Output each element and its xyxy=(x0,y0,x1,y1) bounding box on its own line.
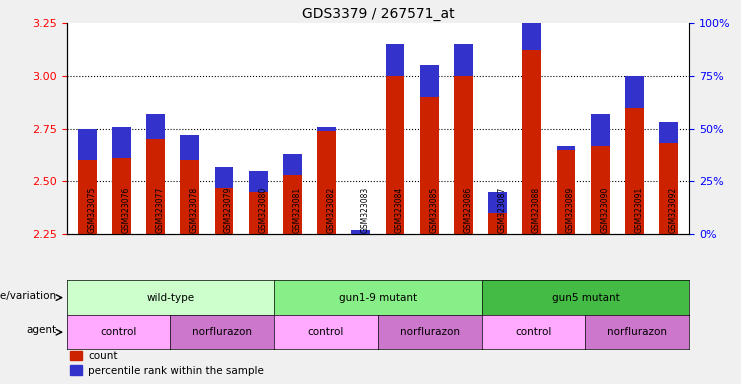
Bar xyxy=(146,139,165,234)
Text: GSM323089: GSM323089 xyxy=(566,187,575,233)
Bar xyxy=(522,19,541,51)
Bar xyxy=(283,175,302,234)
Bar xyxy=(659,143,678,234)
Bar xyxy=(351,230,370,234)
Bar xyxy=(215,167,233,188)
Bar xyxy=(146,114,165,139)
Text: GSM323088: GSM323088 xyxy=(532,187,541,233)
Bar xyxy=(180,161,199,234)
Text: norflurazon: norflurazon xyxy=(193,327,252,337)
Bar xyxy=(420,97,439,234)
Text: GSM323082: GSM323082 xyxy=(327,187,336,233)
Bar xyxy=(215,188,233,234)
Bar xyxy=(625,76,644,108)
Bar xyxy=(385,76,405,234)
Text: GSM323087: GSM323087 xyxy=(498,187,507,233)
Bar xyxy=(385,44,405,76)
Text: control: control xyxy=(515,327,552,337)
Text: percentile rank within the sample: percentile rank within the sample xyxy=(88,366,265,376)
Text: GSM323090: GSM323090 xyxy=(600,187,609,233)
Text: agent: agent xyxy=(27,325,56,336)
Text: GSM323091: GSM323091 xyxy=(634,187,643,233)
Text: GSM323079: GSM323079 xyxy=(224,187,233,233)
Text: GSM323076: GSM323076 xyxy=(122,187,130,233)
Text: gun1-9 mutant: gun1-9 mutant xyxy=(339,293,417,303)
Bar xyxy=(249,171,268,192)
Text: gun5 mutant: gun5 mutant xyxy=(551,293,619,303)
Bar xyxy=(591,114,610,146)
Text: control: control xyxy=(100,327,137,337)
Text: count: count xyxy=(88,351,118,361)
Bar xyxy=(591,146,610,234)
Text: norflurazon: norflurazon xyxy=(400,327,459,337)
Text: GSM323077: GSM323077 xyxy=(156,187,165,233)
Bar xyxy=(112,158,131,234)
Text: GSM323075: GSM323075 xyxy=(87,187,96,233)
Bar xyxy=(625,108,644,234)
Text: GSM323085: GSM323085 xyxy=(429,187,438,233)
Bar xyxy=(317,127,336,131)
Text: control: control xyxy=(308,327,345,337)
Bar xyxy=(249,192,268,234)
Text: genotype/variation: genotype/variation xyxy=(0,291,56,301)
Text: GSM323084: GSM323084 xyxy=(395,187,404,233)
Bar xyxy=(78,129,96,161)
Bar xyxy=(70,351,82,360)
Bar xyxy=(454,76,473,234)
Bar xyxy=(112,127,131,158)
Text: GSM323086: GSM323086 xyxy=(463,187,473,233)
Bar xyxy=(70,366,82,375)
Bar xyxy=(659,122,678,144)
Text: wild-type: wild-type xyxy=(147,293,194,303)
Bar xyxy=(283,154,302,175)
Bar xyxy=(180,135,199,161)
Bar xyxy=(488,192,507,213)
Bar xyxy=(420,65,439,97)
Text: GSM323081: GSM323081 xyxy=(293,187,302,233)
Text: GSM323078: GSM323078 xyxy=(190,187,199,233)
Text: GSM323083: GSM323083 xyxy=(361,187,370,233)
Bar xyxy=(454,44,473,76)
Bar xyxy=(556,146,576,150)
Text: GSM323080: GSM323080 xyxy=(258,187,268,233)
Bar xyxy=(317,131,336,234)
Bar xyxy=(78,161,96,234)
Title: GDS3379 / 267571_at: GDS3379 / 267571_at xyxy=(302,7,454,21)
Text: norflurazon: norflurazon xyxy=(608,327,667,337)
Text: GSM323092: GSM323092 xyxy=(668,187,677,233)
Bar xyxy=(488,213,507,234)
Bar xyxy=(522,50,541,234)
Bar xyxy=(556,150,576,234)
